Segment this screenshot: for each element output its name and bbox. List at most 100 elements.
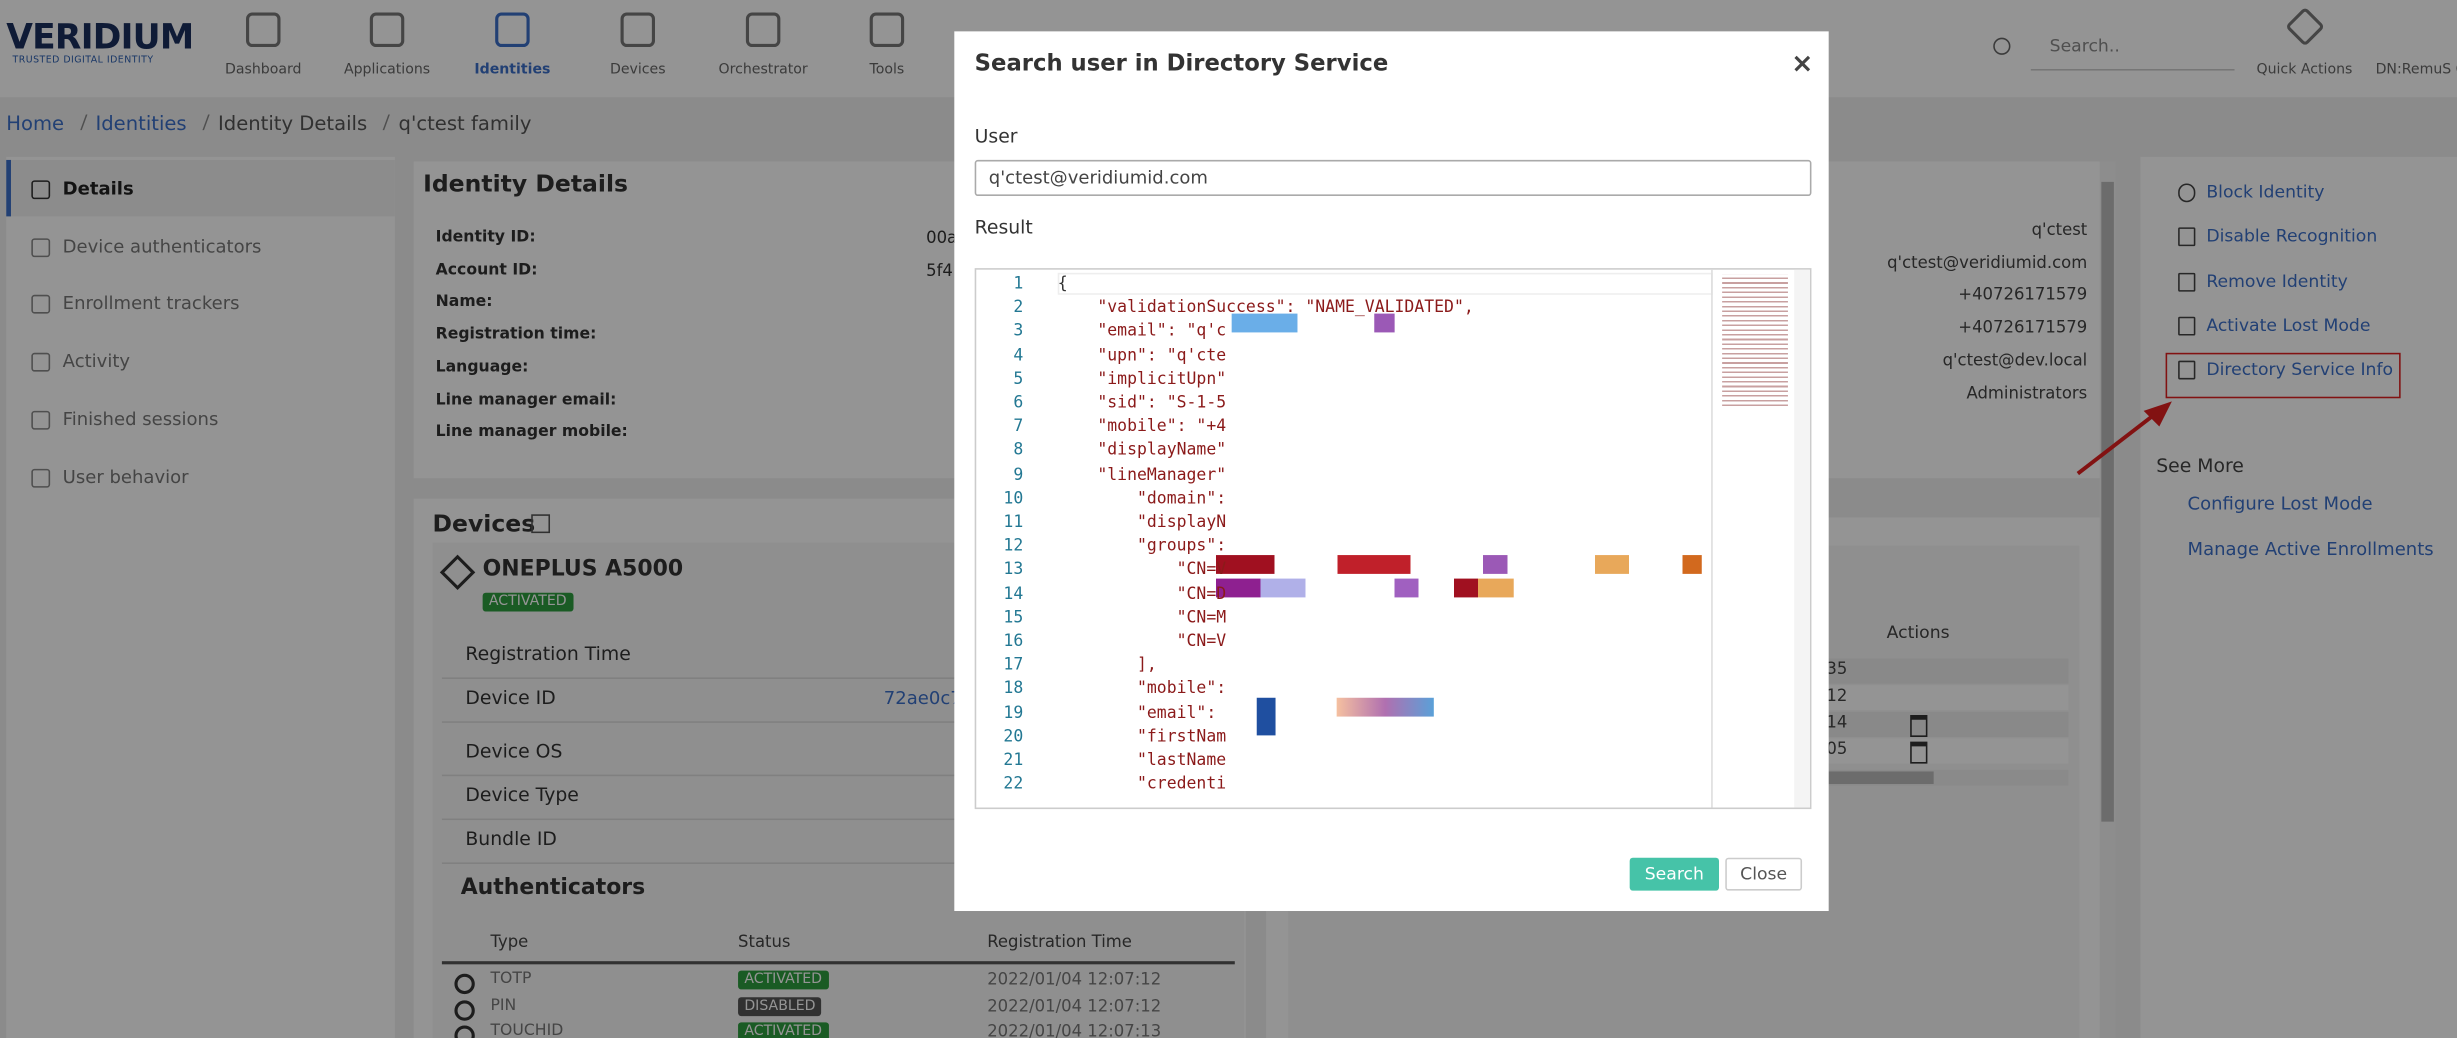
current-line: [1057, 272, 1713, 295]
crumb: Identity Details: [217, 111, 368, 135]
code-line: {: [1057, 274, 1068, 294]
auth-type: PIN: [490, 996, 517, 1014]
trash-icon[interactable]: [1910, 715, 1928, 737]
minimap: [1722, 274, 1788, 408]
nav-item[interactable]: Applications: [343, 62, 431, 79]
row-line: [441, 677, 1242, 679]
auth-header[interactable]: Registration Time: [987, 932, 1132, 952]
header-line: [441, 961, 1235, 964]
auth-header[interactable]: Type: [490, 932, 529, 952]
code-line: "displayName": [1057, 441, 1227, 461]
row-bg: [1817, 658, 2069, 684]
auth-icon: [454, 1025, 475, 1038]
crumb: q'ctest family: [398, 111, 532, 135]
code-line: "implicitUpn": [1057, 369, 1227, 389]
close-button[interactable]: Close: [1725, 857, 1803, 891]
arrow-head: [2143, 401, 2172, 427]
action-link[interactable]: Remove Identity: [2206, 270, 2348, 292]
brand[interactable]: VERIDIUM: [6, 18, 194, 59]
h-scroll-thumb[interactable]: [1817, 771, 1934, 784]
action-icon: [2178, 183, 2196, 203]
redaction: [1256, 697, 1276, 736]
side-item[interactable]: Enrollment trackers: [62, 292, 240, 315]
see-more-link[interactable]: Manage Active Enrollments: [2187, 537, 2434, 560]
redaction: [1215, 578, 1514, 598]
auth-header[interactable]: Status: [738, 932, 791, 952]
auth-type: TOTP: [490, 970, 532, 988]
line-number: 13: [1003, 560, 1024, 580]
nav-item[interactable]: Dashboard: [224, 62, 302, 79]
line-number: 22: [1003, 774, 1024, 794]
expand-icon[interactable]: [531, 514, 551, 534]
line-number: 21: [1003, 751, 1024, 770]
code-line: "groups":: [1057, 536, 1227, 556]
highlight-box: [2165, 352, 2401, 399]
row-line: [441, 818, 1242, 821]
crumb[interactable]: Home: [6, 111, 65, 135]
user-value[interactable]: q'ctest@veridiumid.com: [988, 166, 1208, 189]
field-value: Administrators: [1966, 383, 2088, 403]
action-link[interactable]: Block Identity: [2206, 181, 2325, 203]
side-item[interactable]: Finished sessions: [62, 407, 219, 430]
crumb[interactable]: Identities: [95, 111, 187, 135]
device-field: Device Type: [465, 784, 579, 806]
user-menu[interactable]: DN:RemuS C: [2375, 62, 2457, 79]
device-status: ACTIVATED: [482, 592, 573, 612]
code-line: "CN=D: [1057, 584, 1227, 604]
redaction: [1336, 697, 1434, 717]
nav-item[interactable]: Identities: [474, 62, 551, 79]
side-item[interactable]: Device authenticators: [62, 234, 262, 257]
line-number: 11: [1003, 512, 1024, 532]
row-line: [441, 862, 1242, 864]
device-id[interactable]: 72ae0c7a: [883, 686, 973, 709]
nav-icon: [246, 12, 281, 48]
field-label: Line manager email:: [435, 391, 617, 409]
row-bg: [1817, 738, 2069, 764]
action-link[interactable]: Activate Lost Mode: [2206, 314, 2371, 336]
nav-item[interactable]: Orchestrator: [718, 62, 808, 79]
search-button[interactable]: Search: [1629, 857, 1719, 891]
line-number: 19: [1003, 703, 1024, 723]
auth-icon: [454, 999, 475, 1020]
line-number: 1: [1013, 274, 1024, 294]
field-label: Registration time:: [435, 326, 597, 344]
code-line: "upn": "q'cte: [1057, 345, 1227, 365]
quick-actions[interactable]: Quick Actions: [2256, 62, 2353, 79]
nav-item[interactable]: Tools: [869, 62, 905, 79]
red-arrow: [2076, 401, 2172, 476]
side-item[interactable]: Activity: [62, 349, 131, 372]
code-editor[interactable]: 1 {2 "validationSuccess": "NAME_VALIDATED…: [974, 268, 1812, 810]
action-link[interactable]: Directory Service Info: [2206, 359, 2394, 380]
field-value: +40726171579: [1958, 318, 2088, 338]
auth-time: 2022/01/04 12:07:13: [987, 1022, 1162, 1038]
user-input[interactable]: [974, 159, 1812, 196]
code-line: "validationSuccess": "NAME_VALIDATED",: [1057, 298, 1474, 318]
device-field: Device ID: [465, 686, 556, 709]
side-icon: [31, 410, 51, 430]
see-more-link[interactable]: Configure Lost Mode: [2187, 492, 2373, 515]
line-number: 9: [1013, 465, 1024, 484]
line-number: 3: [1013, 322, 1024, 341]
see-more: See More: [2156, 454, 2244, 477]
search-input[interactable]: Search..: [2049, 36, 2120, 57]
action-icon: [2178, 272, 2196, 292]
field-label: Identity ID:: [435, 228, 536, 247]
modal-title: Search user in Directory Service: [974, 51, 1389, 77]
trash-icon[interactable]: [1910, 741, 1928, 764]
side-icon: [31, 180, 51, 200]
code-line: "sid": "S-1-5: [1057, 393, 1227, 413]
nav-item[interactable]: Devices: [609, 62, 666, 79]
side-item[interactable]: Details: [62, 177, 134, 200]
action-icon: [2178, 227, 2196, 247]
nav-icon: [369, 12, 405, 48]
action-link[interactable]: Disable Recognition: [2206, 226, 2378, 247]
field-value: q'ctest@dev.local: [1942, 350, 2088, 370]
code-line: "lastName: [1057, 751, 1227, 770]
side-item[interactable]: User behavior: [62, 464, 189, 487]
scroll-thumb[interactable]: [2101, 181, 2114, 822]
code-line: "mobile":: [1057, 679, 1227, 699]
tagline: TRUSTED DIGITAL IDENTITY: [12, 54, 154, 66]
modal-close-x[interactable]: ×: [1791, 48, 1814, 80]
line-number: 17: [1003, 655, 1024, 675]
